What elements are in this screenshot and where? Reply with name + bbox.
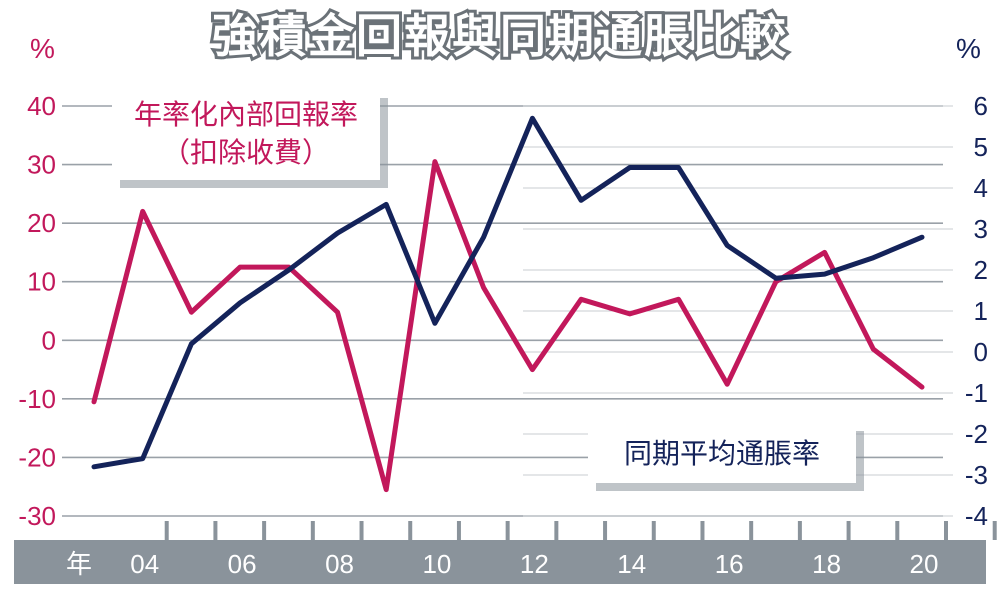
- x-tick-label: 10: [422, 549, 451, 579]
- left-tick-label: -20: [18, 442, 56, 472]
- x-tick-label: 18: [812, 549, 841, 579]
- series-line-inflation: [91, 115, 925, 470]
- right-tick-label: 0: [974, 337, 988, 367]
- left-axis-tick-labels: 40 30 20 10 0 -10 -20 -30: [18, 91, 56, 531]
- chart-title: 強積金回報與同期通脹比較: [212, 9, 788, 63]
- right-tick-label: 1: [974, 296, 988, 326]
- x-axis-label: 年: [66, 549, 92, 579]
- left-tick-label: 20: [27, 208, 56, 238]
- left-tick-label: 30: [27, 150, 56, 180]
- right-tick-label: 3: [974, 214, 988, 244]
- left-tick-label: 0: [42, 325, 56, 355]
- left-tick-label: -10: [18, 384, 56, 414]
- right-tick-label: 6: [974, 91, 988, 121]
- right-axis-tick-labels: 6 5 4 3 2 1 0 -1 -2 -3 -4: [965, 91, 988, 531]
- x-tick-label: 14: [617, 549, 646, 579]
- right-tick-label: -3: [965, 460, 988, 490]
- right-tick-label: -2: [965, 419, 988, 449]
- right-tick-label: 2: [974, 255, 988, 285]
- x-axis-tick-labels: 04 06 08 10 12 14 16 18 20: [130, 549, 938, 579]
- legend-return-line2: （扣除收費）: [162, 136, 330, 169]
- series-lines: [91, 115, 925, 493]
- right-tick-label: -1: [965, 378, 988, 408]
- right-tick-label: 5: [974, 132, 988, 162]
- left-tick-label: 10: [27, 267, 56, 297]
- legend-return: 年率化內部回報率 （扣除收費）: [112, 90, 388, 188]
- x-tick-label: 08: [325, 549, 354, 579]
- x-tick-label: 06: [228, 549, 257, 579]
- x-tick-label: 16: [715, 549, 744, 579]
- legend-return-line1: 年率化內部回報率: [134, 98, 358, 131]
- left-tick-label: -30: [18, 501, 56, 531]
- x-tick-label: 04: [130, 549, 159, 579]
- legend-inflation: 同期平均通脹率: [588, 423, 864, 491]
- right-axis-unit: %: [956, 33, 981, 64]
- legend-inflation-label: 同期平均通脹率: [624, 437, 820, 470]
- x-tick-marks: [164, 521, 997, 540]
- x-tick-label: 12: [520, 549, 549, 579]
- left-tick-label: 40: [27, 91, 56, 121]
- right-tick-label: 4: [974, 173, 988, 203]
- right-tick-label: -4: [965, 501, 988, 531]
- x-axis-bar: [14, 540, 986, 584]
- left-axis-unit: %: [30, 33, 55, 64]
- x-tick-label: 20: [910, 549, 939, 579]
